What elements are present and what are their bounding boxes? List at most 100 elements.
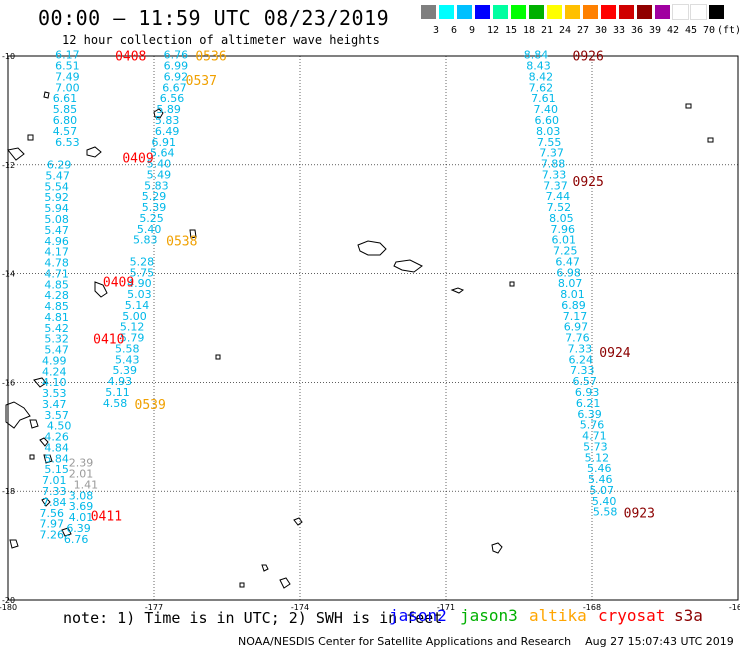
swh-value: 7.01: [42, 474, 67, 487]
swh-value: 7.26: [40, 529, 65, 542]
swh-value: 5.94: [44, 202, 69, 215]
swh-value: 8.43: [526, 60, 551, 73]
colorbar-label: 27: [577, 25, 590, 36]
island-o: [41, 497, 51, 507]
colorbar-label: 18: [523, 25, 536, 36]
pass-time-labels: 0408 0409 0409 0410 0411 0536 0537 0538 0539 0926…: [91, 50, 655, 525]
swh-value: 5.25: [139, 212, 164, 225]
swh-value: 7.33: [570, 364, 595, 377]
swh-value: 5.85: [53, 103, 78, 116]
swh-value: 4.01: [69, 511, 94, 524]
island-l: [39, 437, 49, 447]
swh-value: 7.62: [529, 81, 554, 94]
colorbar-swatch: [637, 5, 652, 19]
swh-value: 4.81: [44, 311, 69, 324]
colorbar-swatch: [493, 5, 508, 19]
swh-value: 5.83: [155, 114, 180, 127]
lat-tick-label: -18: [2, 487, 15, 496]
swh-value: 5.75: [130, 266, 155, 279]
swh-value: 2.39: [69, 457, 94, 470]
island-v: [707, 137, 714, 143]
island-y: [61, 527, 72, 537]
swh-value: 7.61: [531, 92, 556, 105]
samoa-upolu: [357, 240, 387, 256]
lat-tick-label: -20: [2, 596, 15, 605]
swh-value: 8.05: [549, 212, 574, 225]
swh-value: 5.28: [130, 255, 155, 268]
colorbar-label: 9: [469, 25, 476, 36]
swh-value: 5.40: [592, 495, 617, 508]
swh-value: 7.96: [551, 223, 576, 236]
colorbar-swatch: [565, 5, 580, 19]
swh-value: 4.71: [582, 430, 607, 443]
swh-value: 5.64: [150, 147, 175, 160]
swh-value: 3.47: [42, 398, 67, 411]
colorbar-label: 70: [703, 25, 716, 36]
colorbar-label: 24: [559, 25, 572, 36]
legend-altika: altika: [529, 606, 587, 625]
swh-value: 4.78: [44, 257, 69, 270]
colorbar-unit: (ft): [717, 25, 740, 36]
axis-tick-labels: -10 -12 -14 -16 -18 -20-180 -177 -174 -171 -168 -1…: [0, 52, 740, 612]
swh-value: 4.28: [44, 289, 69, 302]
swh-value: 6.76: [64, 533, 89, 546]
swh-value: 5.47: [44, 344, 69, 357]
swh-value: 3.57: [44, 409, 69, 422]
swh-value: 6.56: [160, 92, 185, 105]
swh-value: 6.60: [534, 114, 559, 127]
pass-time-label: 0410: [93, 333, 124, 348]
swh-value: 6.21: [576, 397, 601, 410]
swh-value: 7.25: [553, 245, 578, 258]
colorbar-swatch: [690, 4, 707, 20]
colorbar-swatch: [529, 5, 544, 19]
swh-value: 6.53: [55, 136, 80, 149]
colorbar-swatch: [601, 5, 616, 19]
swh-value: 7.76: [565, 332, 590, 345]
pass-time-label: 0924: [599, 346, 630, 361]
colorbar-swatch: [457, 5, 472, 19]
swh-value: 6.97: [564, 321, 589, 334]
lon-tick-label: -177: [145, 603, 163, 612]
lon-tick-label: -180: [0, 603, 17, 612]
colorbar-swatch: [583, 5, 598, 19]
swh-value: 6.01: [552, 234, 577, 247]
swh-value: 2.01: [69, 468, 94, 481]
swh-value: 5.76: [580, 419, 605, 432]
swh-value: 6.89: [561, 299, 586, 312]
island-r: [261, 564, 269, 572]
swh-value: 5.11: [105, 386, 130, 399]
swh-value: 5.32: [44, 333, 69, 346]
island-e: [43, 91, 50, 99]
swh-value: 5.00: [122, 310, 147, 323]
swh-value: 4.71: [44, 267, 69, 280]
swh-value: 6.51: [55, 60, 80, 73]
swh-value: 3.69: [69, 500, 94, 513]
pass-time-label: 0923: [624, 507, 655, 522]
colorbar-swatch: [421, 5, 436, 19]
island-b: [491, 542, 503, 554]
island-f: [7, 147, 25, 161]
swh-value: 8.42: [529, 70, 554, 83]
swh-value: 5.43: [115, 353, 140, 366]
swh-value: 5.14: [125, 299, 150, 312]
colorbar-label: 15: [505, 25, 518, 36]
colorbar-label: 30: [595, 25, 608, 36]
swh-value: 4.99: [42, 354, 67, 367]
samoa-savaii: [393, 259, 423, 273]
island-a: [450, 287, 465, 294]
legend-s3a: s3a: [674, 606, 703, 625]
swh-value: 4.24: [42, 365, 67, 378]
island-w: [509, 281, 515, 287]
swh-value: 6.76: [164, 49, 189, 62]
island-n: [43, 454, 53, 464]
swh-value: 5.58: [115, 342, 140, 355]
swh-value: 6.17: [55, 49, 80, 62]
swh-value: 7.33: [568, 342, 593, 355]
swh-value: 7.56: [40, 507, 65, 520]
colorbar-label: 6: [451, 25, 458, 36]
credit-line: NOAA/NESDIS Center for Satellite Applica…: [238, 635, 734, 648]
island-k: [33, 377, 47, 388]
swh-value: 5.83: [133, 234, 158, 247]
colorbar-label: 39: [649, 25, 662, 36]
pass-time-label: 0409: [103, 275, 134, 290]
